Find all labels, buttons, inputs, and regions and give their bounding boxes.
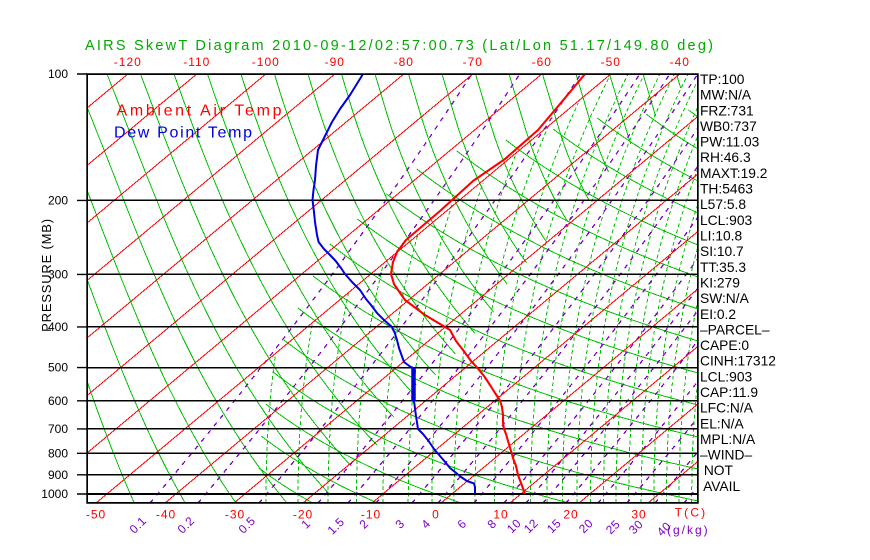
- svg-text:–WIND–: –WIND–: [700, 448, 752, 463]
- svg-text:CAP:11.9: CAP:11.9: [700, 385, 758, 400]
- svg-text:T(C): T(C): [675, 506, 708, 520]
- svg-text:10: 10: [493, 508, 508, 522]
- svg-text:100: 100: [48, 67, 68, 81]
- svg-text:LCL:903: LCL:903: [700, 213, 752, 228]
- svg-text:-20: -20: [293, 508, 313, 522]
- svg-text:0: 0: [432, 508, 440, 522]
- svg-text:SW:N/A: SW:N/A: [700, 291, 750, 306]
- svg-text:LFC:N/A: LFC:N/A: [700, 401, 754, 416]
- svg-text:-40: -40: [670, 55, 690, 69]
- svg-text:-110: -110: [183, 55, 210, 69]
- svg-text:LI:10.8: LI:10.8: [700, 229, 743, 244]
- svg-text:-50: -50: [601, 55, 621, 69]
- svg-text:CINH:17312: CINH:17312: [700, 354, 776, 369]
- svg-text:MAXT:19.2: MAXT:19.2: [700, 166, 767, 181]
- svg-text:Dew Point Temp: Dew Point Temp: [114, 125, 252, 142]
- svg-text:-120: -120: [114, 55, 142, 69]
- svg-text:SI:10.7: SI:10.7: [700, 244, 744, 259]
- svg-text:PRESSURE (MB): PRESSURE (MB): [39, 218, 54, 332]
- svg-text:30: 30: [631, 508, 646, 522]
- svg-text:EI:0.2: EI:0.2: [700, 307, 736, 322]
- svg-text:L57:5.8: L57:5.8: [700, 197, 746, 212]
- svg-text:TT:35.3: TT:35.3: [700, 260, 746, 275]
- svg-text:600: 600: [48, 394, 68, 408]
- svg-text:-10: -10: [361, 508, 381, 522]
- svg-text:TP:100: TP:100: [700, 72, 745, 87]
- svg-text:AVAIL: AVAIL: [700, 479, 740, 494]
- svg-text:500: 500: [48, 361, 68, 375]
- svg-text:RH:46.3: RH:46.3: [700, 150, 751, 165]
- svg-text:AIRS SkewT Diagram 2010-09-12/: AIRS SkewT Diagram 2010-09-12/02:57:00.7…: [85, 38, 713, 54]
- svg-text:NOT: NOT: [700, 463, 734, 478]
- svg-text:-30: -30: [225, 508, 245, 522]
- svg-text:–PARCEL–: –PARCEL–: [700, 322, 770, 337]
- svg-text:900: 900: [48, 468, 68, 482]
- svg-text:WB0:737: WB0:737: [700, 119, 757, 134]
- svg-text:FRZ:731: FRZ:731: [700, 103, 754, 118]
- svg-text:-40: -40: [156, 508, 176, 522]
- svg-text:-70: -70: [463, 55, 483, 69]
- svg-text:700: 700: [48, 422, 68, 436]
- svg-text:-100: -100: [252, 55, 280, 69]
- svg-text:PW:11.03: PW:11.03: [700, 135, 760, 150]
- svg-text:MW:N/A: MW:N/A: [700, 88, 752, 103]
- svg-text:1000: 1000: [41, 487, 68, 501]
- svg-text:300: 300: [48, 267, 68, 281]
- svg-text:CAPE:0: CAPE:0: [700, 338, 749, 353]
- svg-text:-60: -60: [532, 55, 552, 69]
- svg-text:-50: -50: [86, 508, 106, 522]
- svg-text:(g/kg): (g/kg): [667, 523, 710, 537]
- svg-text:20: 20: [563, 508, 578, 522]
- svg-text:KI:279: KI:279: [700, 276, 740, 291]
- svg-text:800: 800: [48, 446, 68, 460]
- svg-text:LCL:903: LCL:903: [700, 369, 752, 384]
- svg-text:MPL:N/A: MPL:N/A: [700, 432, 756, 447]
- svg-text:-90: -90: [325, 55, 345, 69]
- svg-text:400: 400: [48, 320, 68, 334]
- svg-text:TH:5463: TH:5463: [700, 182, 753, 197]
- svg-text:EL:N/A: EL:N/A: [700, 416, 745, 431]
- svg-text:-80: -80: [394, 55, 414, 69]
- svg-text:200: 200: [48, 193, 68, 207]
